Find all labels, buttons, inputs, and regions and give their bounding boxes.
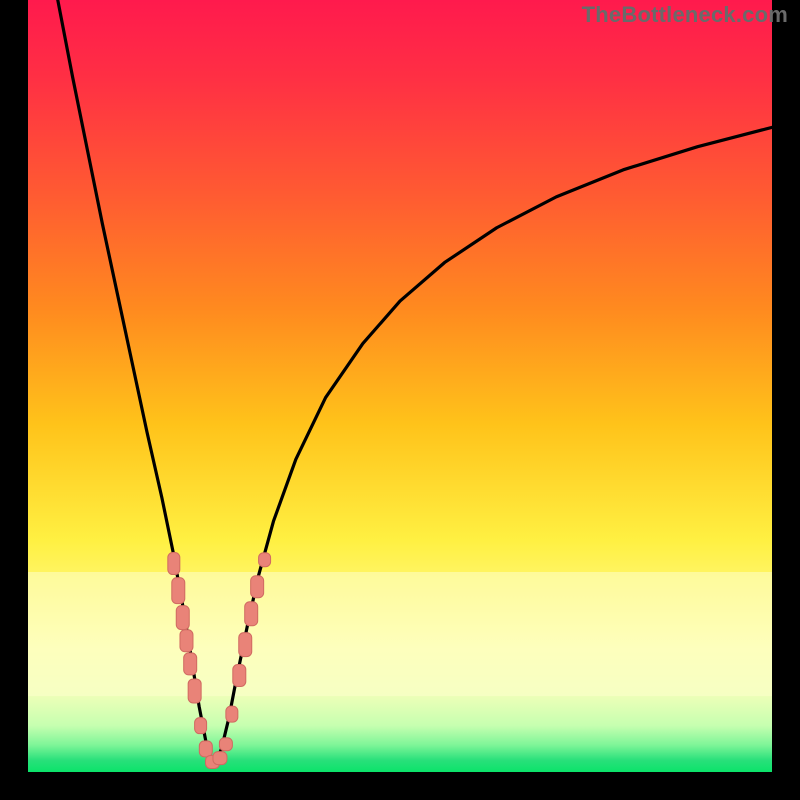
- border-left: [0, 0, 28, 800]
- chart-svg: [0, 0, 800, 800]
- curve-marker: [259, 553, 271, 567]
- watermark-text: TheBottleneck.com: [582, 2, 788, 28]
- curve-marker: [176, 606, 189, 630]
- curve-marker: [180, 630, 193, 652]
- curve-marker: [213, 752, 227, 765]
- curve-marker: [184, 653, 197, 675]
- border-right: [772, 0, 800, 800]
- curve-marker: [172, 578, 185, 604]
- curve-marker: [239, 633, 252, 657]
- curve-marker: [195, 718, 207, 734]
- curve-marker: [188, 679, 201, 703]
- curve-marker: [168, 553, 180, 575]
- curve-marker: [245, 602, 258, 626]
- pale-band: [28, 572, 772, 696]
- curve-marker: [219, 738, 232, 751]
- bottleneck-chart: TheBottleneck.com: [0, 0, 800, 800]
- curve-marker: [233, 665, 246, 687]
- curve-marker: [226, 706, 238, 722]
- border-bottom: [0, 772, 800, 800]
- curve-marker: [251, 576, 264, 598]
- curve-marker: [199, 741, 212, 757]
